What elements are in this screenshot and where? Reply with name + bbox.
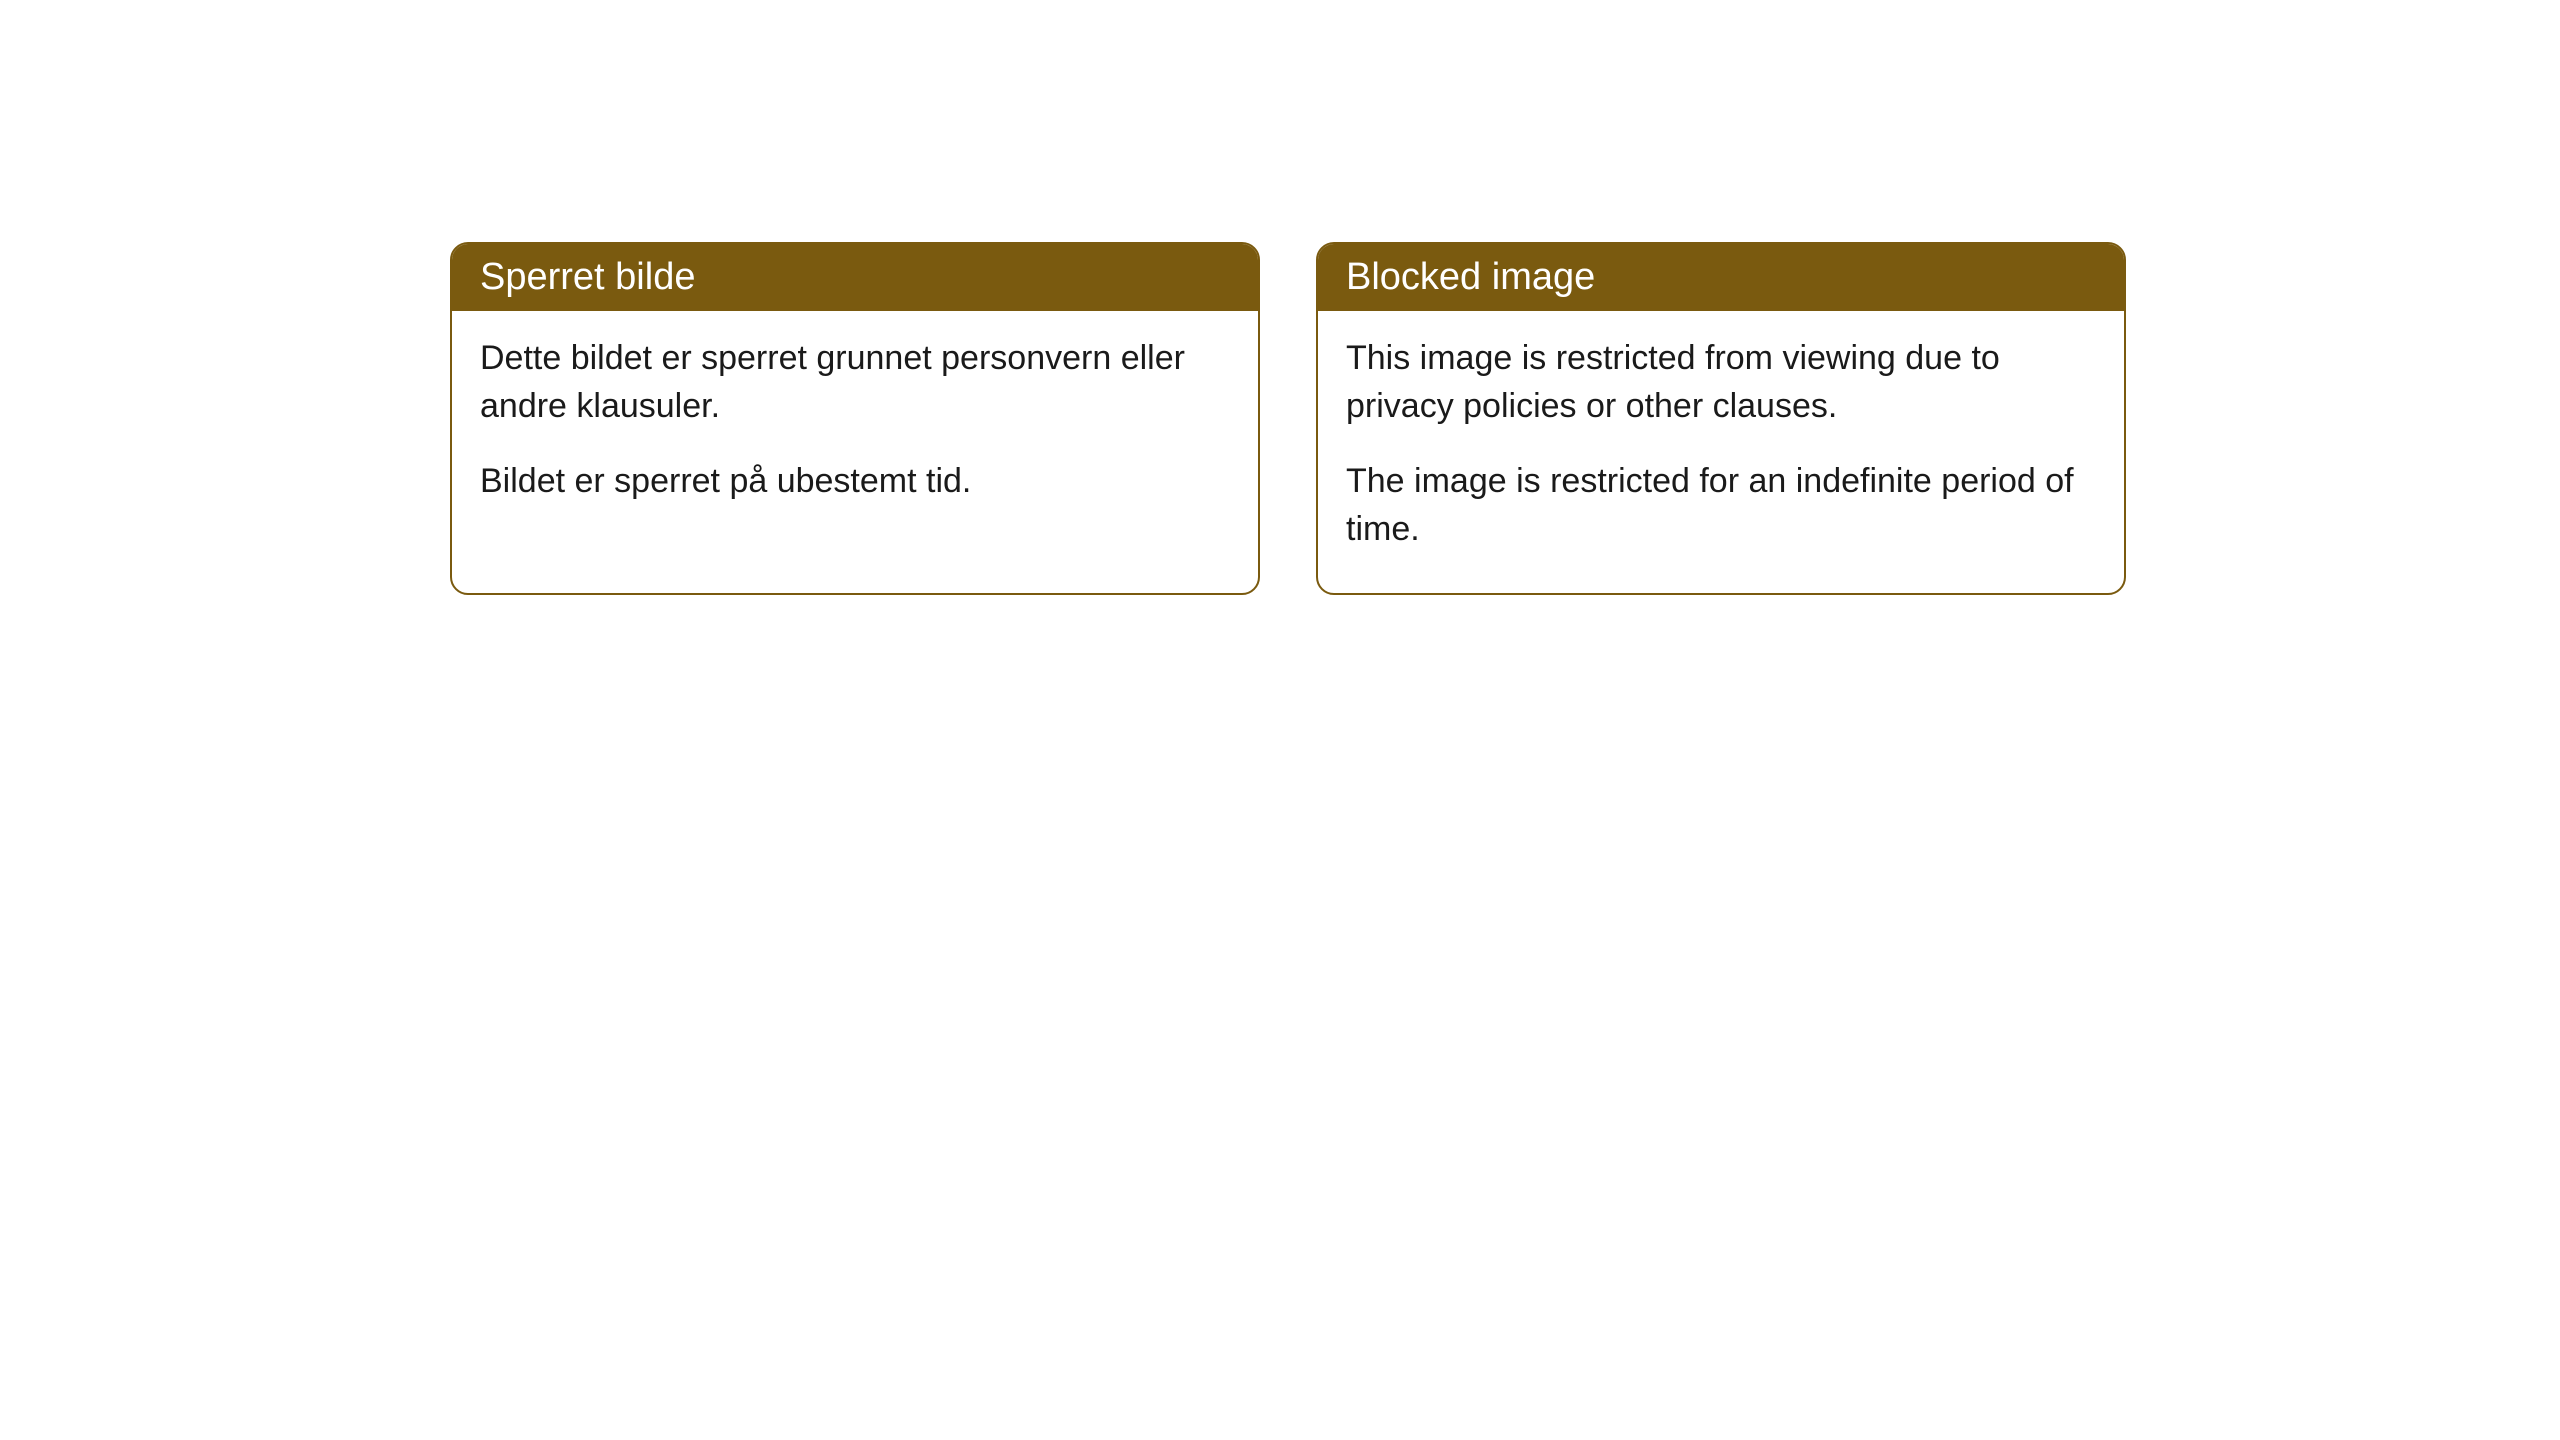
- notice-card-norwegian: Sperret bilde Dette bildet er sperret gr…: [450, 242, 1260, 595]
- card-paragraph: The image is restricted for an indefinit…: [1346, 458, 2096, 553]
- card-body: Dette bildet er sperret grunnet personve…: [452, 311, 1258, 546]
- card-body: This image is restricted from viewing du…: [1318, 311, 2124, 593]
- card-header: Blocked image: [1318, 244, 2124, 311]
- card-header: Sperret bilde: [452, 244, 1258, 311]
- notice-cards-container: Sperret bilde Dette bildet er sperret gr…: [450, 242, 2126, 595]
- notice-card-english: Blocked image This image is restricted f…: [1316, 242, 2126, 595]
- card-paragraph: Dette bildet er sperret grunnet personve…: [480, 335, 1230, 430]
- card-paragraph: Bildet er sperret på ubestemt tid.: [480, 458, 1230, 506]
- card-paragraph: This image is restricted from viewing du…: [1346, 335, 2096, 430]
